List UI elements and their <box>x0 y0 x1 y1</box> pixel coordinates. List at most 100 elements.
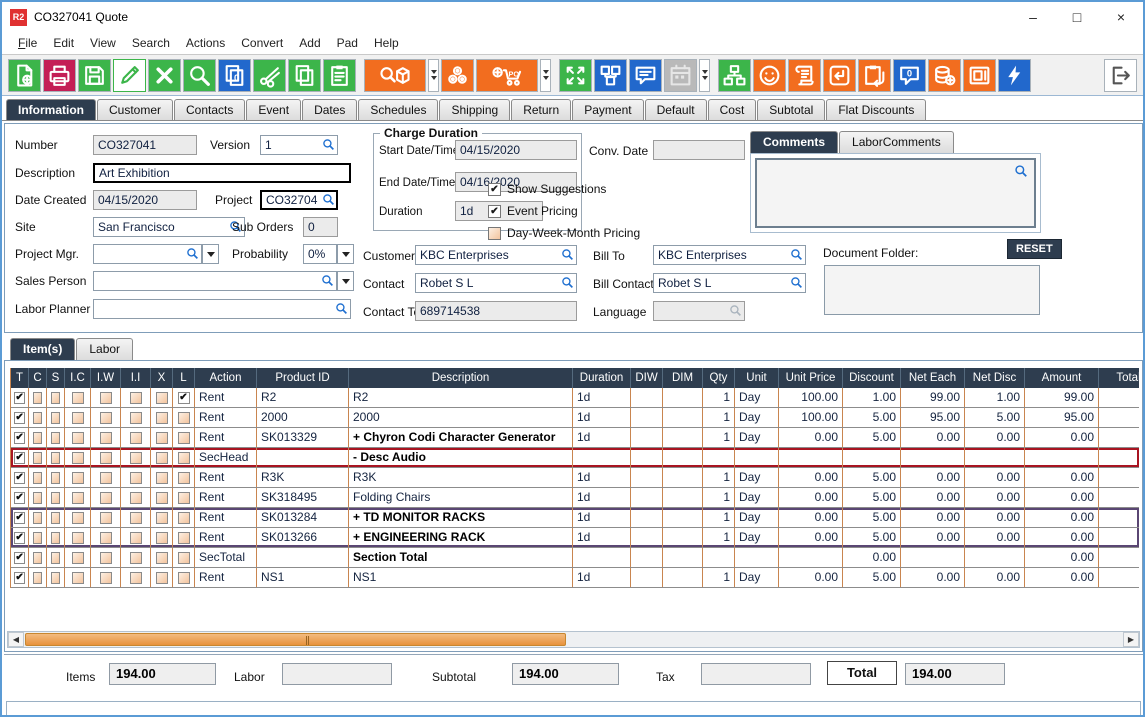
row-checkbox[interactable] <box>155 511 168 524</box>
tab-payment[interactable]: Payment <box>572 99 644 120</box>
tab-flat-discounts[interactable]: Flat Discounts <box>826 99 927 120</box>
row-checkbox[interactable] <box>33 471 42 484</box>
row-checkbox[interactable] <box>99 571 112 584</box>
column-header-unit-price[interactable]: Unit Price <box>779 368 843 388</box>
cell-check-t[interactable]: ✔ <box>11 428 29 447</box>
table-row[interactable]: ✔ Rent NS1 NS1 1d 1 Day 0.00 5.00 0.00 0.00 0.00 <box>11 568 1139 588</box>
paste-button[interactable] <box>323 58 356 92</box>
cell-dim[interactable] <box>663 468 703 487</box>
cell-check-c[interactable] <box>29 528 47 547</box>
cell-check-c[interactable] <box>29 388 47 407</box>
cell-check-l[interactable] <box>173 548 195 567</box>
cell-net-each[interactable]: 0.00 <box>901 488 965 507</box>
row-checkbox[interactable] <box>155 531 168 544</box>
cell-check-l[interactable] <box>173 468 195 487</box>
row-checkbox[interactable] <box>129 431 142 444</box>
column-header-diw[interactable]: DIW <box>631 368 663 388</box>
cell-total[interactable] <box>1099 548 1139 567</box>
cell-duration[interactable]: 1d <box>573 468 631 487</box>
row-checkbox[interactable] <box>177 551 190 564</box>
cell-diw[interactable] <box>631 408 663 427</box>
row-checkbox[interactable] <box>51 551 60 564</box>
cell-description[interactable]: R2 <box>349 388 573 407</box>
cell-check-x[interactable] <box>151 448 173 467</box>
cell-check-ii[interactable] <box>121 568 151 587</box>
cell-duration[interactable] <box>573 548 631 567</box>
sales-person-dropdown[interactable] <box>337 271 354 291</box>
cell-check-x[interactable] <box>151 388 173 407</box>
comments-textarea[interactable] <box>755 158 1036 228</box>
row-checkbox[interactable] <box>129 491 142 504</box>
search-icon[interactable] <box>229 220 242 233</box>
cell-check-iw[interactable] <box>91 448 121 467</box>
cell-action[interactable]: SecHead <box>195 448 257 467</box>
cell-duration[interactable]: 1d <box>573 388 631 407</box>
cell-unit-price[interactable] <box>779 448 843 467</box>
cell-net-disc[interactable]: 5.00 <box>965 408 1025 427</box>
row-checkbox[interactable] <box>155 571 168 584</box>
cell-action[interactable]: Rent <box>195 568 257 587</box>
cell-action[interactable]: Rent <box>195 428 257 447</box>
table-row[interactable]: ✔ Rent R3K R3K 1d 1 Day 0.00 5.00 0.00 0.00 0.00 <box>11 468 1139 488</box>
hierarchy-button[interactable] <box>718 58 751 92</box>
row-checkbox[interactable] <box>33 491 42 504</box>
cell-description[interactable]: Folding Chairs <box>349 488 573 507</box>
conv-date-input[interactable] <box>653 140 745 160</box>
document-folder-box[interactable] <box>824 265 1040 315</box>
save-button[interactable] <box>78 58 111 92</box>
cell-action[interactable]: Rent <box>195 388 257 407</box>
cell-qty[interactable]: 1 <box>703 408 735 427</box>
row-checkbox[interactable] <box>71 571 84 584</box>
cell-amount[interactable]: 0.00 <box>1025 428 1099 447</box>
cell-net-each[interactable]: 0.00 <box>901 528 965 547</box>
table-row[interactable]: ✔ SecHead - Desc Audio <box>11 448 1139 468</box>
cell-diw[interactable] <box>631 528 663 547</box>
cell-unit-price[interactable]: 0.00 <box>779 568 843 587</box>
row-checkbox[interactable] <box>99 391 112 404</box>
cell-qty[interactable]: 1 <box>703 528 735 547</box>
cell-unit[interactable]: Day <box>735 408 779 427</box>
cell-description[interactable]: + Chyron Codi Character Generator <box>349 428 573 447</box>
description-input[interactable] <box>93 163 351 183</box>
row-checkbox[interactable] <box>71 431 84 444</box>
cell-discount[interactable]: 5.00 <box>843 568 901 587</box>
cell-net-disc[interactable]: 0.00 <box>965 528 1025 547</box>
cell-duration[interactable]: 1d <box>573 488 631 507</box>
row-checkbox[interactable] <box>129 471 142 484</box>
cell-diw[interactable] <box>631 448 663 467</box>
row-checkbox[interactable] <box>99 411 112 424</box>
tab-subtotal[interactable]: Subtotal <box>757 99 826 120</box>
cell-unit-price[interactable]: 100.00 <box>779 408 843 427</box>
row-checkbox[interactable] <box>129 451 142 464</box>
cell-net-disc[interactable]: 1.00 <box>965 388 1025 407</box>
cell-check-ic[interactable] <box>65 528 91 547</box>
version-input[interactable] <box>260 135 338 155</box>
cell-description[interactable]: NS1 <box>349 568 573 587</box>
row-checkbox[interactable] <box>177 431 190 444</box>
cell-amount[interactable] <box>1025 448 1099 467</box>
cell-product-id[interactable] <box>257 448 349 467</box>
cell-amount[interactable]: 0.00 <box>1025 508 1099 527</box>
tab-information[interactable]: Information <box>6 99 96 120</box>
column-header-s[interactable]: S <box>47 368 65 388</box>
labor-planner-input[interactable] <box>93 299 351 319</box>
cell-check-l[interactable] <box>173 408 195 427</box>
column-header-x[interactable]: X <box>151 368 173 388</box>
cell-diw[interactable] <box>631 568 663 587</box>
cell-diw[interactable] <box>631 488 663 507</box>
row-checkbox[interactable] <box>71 391 84 404</box>
row-checkbox[interactable] <box>71 451 84 464</box>
table-row[interactable]: ✔ Rent SK013266 + ENGINEERING RACK 1d 1 Day 0.0… <box>11 528 1139 548</box>
cell-discount[interactable]: 5.00 <box>843 488 901 507</box>
cell-net-disc[interactable]: 0.00 <box>965 508 1025 527</box>
row-checkbox[interactable] <box>51 471 60 484</box>
row-checkbox[interactable] <box>177 511 190 524</box>
cell-total[interactable] <box>1099 388 1139 407</box>
cell-check-ii[interactable] <box>121 388 151 407</box>
cell-qty[interactable]: 1 <box>703 568 735 587</box>
cell-action[interactable]: Rent <box>195 408 257 427</box>
row-checkbox[interactable] <box>33 411 42 424</box>
cell-check-c[interactable] <box>29 548 47 567</box>
cell-check-t[interactable]: ✔ <box>11 528 29 547</box>
cell-description[interactable]: R3K <box>349 468 573 487</box>
